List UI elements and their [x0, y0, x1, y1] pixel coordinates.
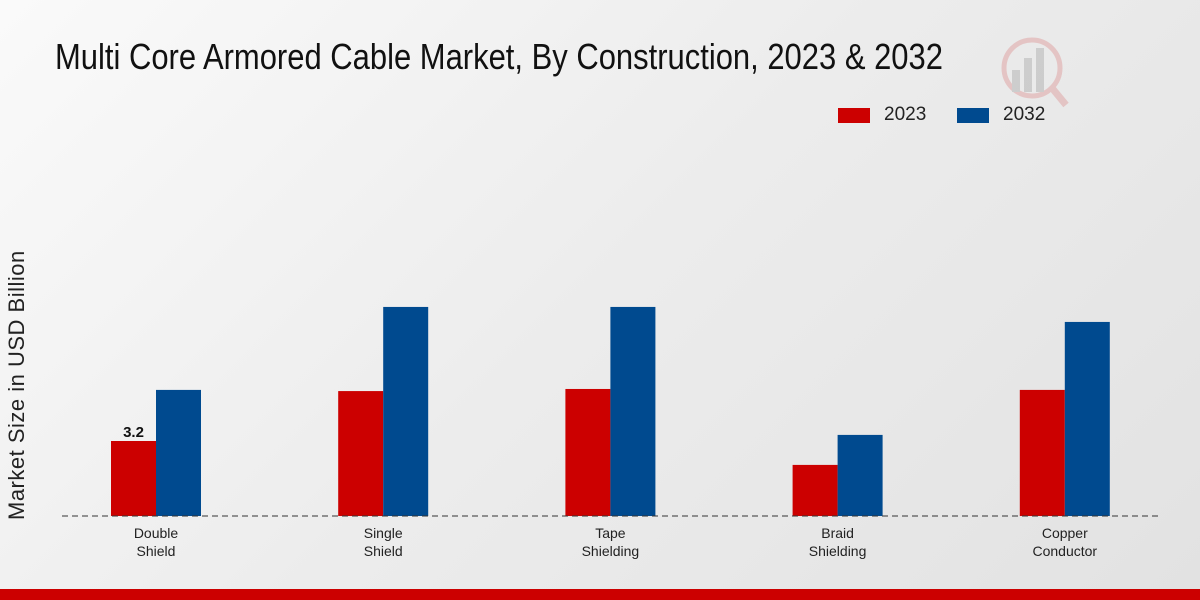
x-tick-label: Double [134, 525, 179, 541]
x-tick-label: Copper [1042, 525, 1088, 541]
bar-2023-double-shield [111, 441, 156, 516]
bar-2032-double-shield [156, 389, 201, 516]
legend-label-2032: 2032 [1003, 104, 1046, 125]
legend-swatch-2032 [957, 107, 989, 123]
bar-2023-copper-conductor [1019, 389, 1065, 516]
bar-2032-tape-shielding [610, 306, 656, 516]
x-tick-label: Shielding [582, 543, 640, 559]
x-tick-label: Single [364, 525, 403, 541]
x-tick-label: Tape [595, 525, 626, 541]
bar-2032-braid-shielding [837, 434, 883, 516]
x-tick-label: Shield [364, 543, 403, 559]
x-tick-label: Shielding [809, 543, 867, 559]
legend-item-2023: 2023 [838, 104, 926, 126]
bar-2023-tape-shielding [565, 388, 611, 516]
data-label: 3.2 [123, 424, 144, 441]
x-tick-label: Braid [821, 525, 854, 541]
x-tick-label: Conductor [1033, 543, 1098, 559]
bar-2023-braid-shielding [792, 464, 838, 516]
bar-2032-copper-conductor [1064, 321, 1110, 516]
bar-2023-single-shield [338, 391, 384, 516]
chart-title: Multi Core Armored Cable Market, By Cons… [55, 36, 943, 77]
bar-2032-single-shield [383, 306, 429, 516]
footer-bar [0, 589, 1200, 600]
brand-logo-icon [1001, 37, 1069, 108]
x-tick-label: Shield [137, 543, 176, 559]
legend-swatch-2023 [838, 107, 870, 123]
legend-item-2032: 2032 [957, 104, 1045, 126]
legend-label-2023: 2023 [884, 104, 927, 125]
